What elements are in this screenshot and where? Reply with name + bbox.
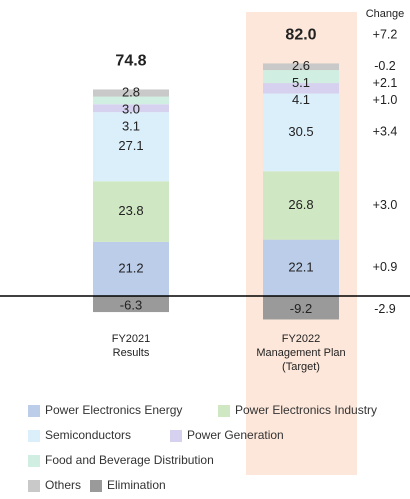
segment-label: 2.6 — [292, 58, 310, 73]
legend-swatch — [218, 405, 230, 417]
legend-swatch — [28, 455, 40, 467]
legend-label: Power Electronics Industry — [235, 403, 377, 417]
segment-label: -9.2 — [290, 301, 312, 316]
x-tick-label: (Target) — [282, 361, 320, 373]
legend-label: Food and Beverage Distribution — [45, 453, 214, 467]
legend-label: Elimination — [107, 478, 166, 492]
bar-segment — [93, 89, 169, 97]
segment-label: 30.5 — [288, 124, 313, 139]
x-tick-label: Results — [113, 347, 150, 359]
bar-segment — [263, 171, 339, 240]
legend-label: Semiconductors — [45, 428, 131, 442]
total-label: 74.8 — [115, 53, 146, 70]
legend-swatch — [90, 480, 102, 492]
legend-label: Others — [45, 478, 81, 492]
legend-swatch — [28, 430, 40, 442]
change-label: +2.1 — [373, 76, 398, 90]
change-label: +3.4 — [373, 125, 398, 139]
change-label: -0.2 — [374, 59, 396, 73]
bar-segment — [263, 63, 339, 71]
change-label: -2.9 — [374, 302, 396, 316]
bar-segment — [93, 241, 169, 296]
segment-label: 27.1 — [118, 138, 143, 153]
legend-label: Power Electronics Energy — [45, 403, 182, 417]
bar-segment — [93, 96, 169, 105]
change-title: Change — [366, 8, 405, 20]
change-label: +7.2 — [373, 28, 398, 42]
bar-segment — [93, 104, 169, 113]
total-label: 82.0 — [285, 27, 316, 44]
x-tick-label: Management Plan — [256, 347, 345, 359]
bar-segment — [93, 181, 169, 242]
bar-segment — [263, 296, 339, 320]
segment-label: 22.1 — [288, 259, 313, 274]
segment-label: -6.3 — [120, 297, 142, 312]
legend-swatch — [28, 405, 40, 417]
bar-segment — [263, 239, 339, 296]
segment-label: 21.2 — [118, 260, 143, 275]
bar-segment — [263, 83, 339, 94]
segment-label: 2.8 — [122, 84, 140, 99]
change-label: +1.0 — [373, 93, 398, 107]
bar-segment — [263, 93, 339, 172]
segment-label: 23.8 — [118, 203, 143, 218]
segment-label: 3.0 — [122, 101, 140, 116]
segment-label: 5.1 — [292, 75, 310, 90]
legend-label: Power Generation — [187, 428, 284, 442]
bar-segment — [263, 70, 339, 84]
change-label: +3.0 — [373, 198, 398, 212]
segment-label: 4.1 — [292, 92, 310, 107]
segment-label: 3.1 — [122, 118, 140, 133]
legend-swatch — [28, 480, 40, 492]
x-tick-label: FY2022 — [282, 333, 321, 345]
x-tick-label: FY2021 — [112, 333, 151, 345]
bar-segment — [93, 112, 169, 182]
segment-label: 26.8 — [288, 197, 313, 212]
bar-segment — [93, 296, 169, 313]
legend-swatch — [170, 430, 182, 442]
change-label: +0.9 — [373, 260, 398, 274]
